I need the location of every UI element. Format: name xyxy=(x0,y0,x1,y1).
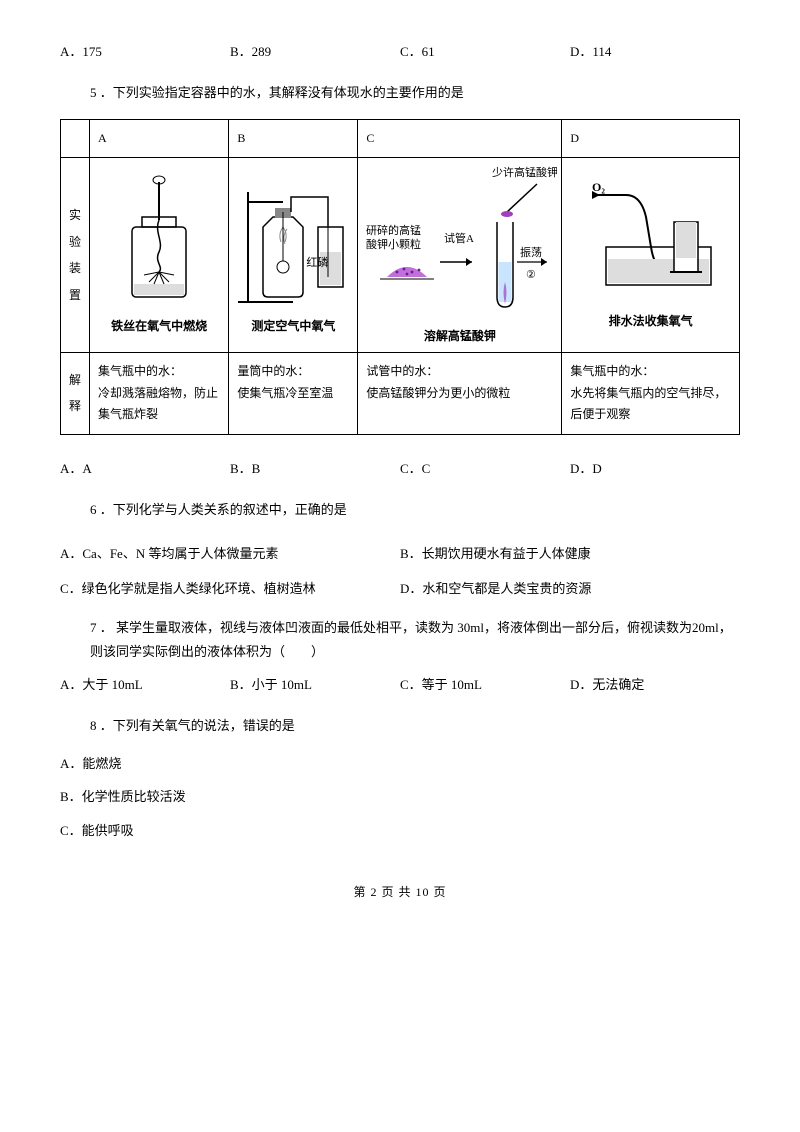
cell-b-caption: 测定空气中氧气 xyxy=(251,316,335,338)
q4-option-d: D．114 xyxy=(570,40,740,63)
q4-option-a: A．175 xyxy=(60,40,230,63)
q5-cell-d: O₂ 排水法收集氧气 xyxy=(562,158,740,353)
q5-device-row: 实验装置 xyxy=(61,158,740,353)
cell-b-redp-label: 红磷 xyxy=(302,254,332,274)
page-footer: 第 2 页 共 10 页 xyxy=(60,882,740,904)
q5-rowlabel-device: 实验装置 xyxy=(61,158,90,353)
svg-text:O₂: O₂ xyxy=(592,180,605,194)
q8-option-b: B．化学性质比较活泼 xyxy=(60,785,740,808)
svg-text:②: ② xyxy=(526,269,536,281)
q5-explain-row: 解释 集气瓶中的水： 冷却溅落融熔物，防止集气瓶炸裂 量筒中的水： 使集气瓶冷至… xyxy=(61,352,740,434)
cell-a-caption: 铁丝在氧气中燃烧 xyxy=(111,316,207,338)
explain-d: 集气瓶中的水： 水先将集气瓶内的空气排尽，后便于观察 xyxy=(562,352,740,434)
q8-text: 8 ．下列有关氧气的说法，错误的是 xyxy=(90,714,740,737)
q4-options: A．175 B．289 C．61 D．114 xyxy=(60,40,740,63)
explain-b-l2: 使集气瓶冷至室温 xyxy=(237,383,349,405)
measure-oxygen-icon xyxy=(233,172,353,312)
cell-c-caption: 溶解高锰酸钾 xyxy=(424,326,496,348)
svg-text:酸钾小颗粒: 酸钾小颗粒 xyxy=(366,237,421,251)
explain-b: 量筒中的水： 使集气瓶冷至室温 xyxy=(229,352,358,434)
q6-option-d: D．水和空气都是人类宝贵的资源 xyxy=(400,577,740,600)
explain-d-l1: 集气瓶中的水： xyxy=(570,361,731,383)
q8-option-c: C．能供呼吸 xyxy=(60,819,740,842)
q5-head-b: B xyxy=(229,119,358,158)
explain-c-l2: 使高锰酸钾分为更小的微粒 xyxy=(366,383,553,405)
q7-text: 7 ． 某学生量取液体，视线与液体凹液面的最低处相平，读数为 30ml，将液体倒… xyxy=(90,616,740,663)
q6-option-b: B．长期饮用硬水有益于人体健康 xyxy=(400,542,740,565)
q5-option-a: A．A xyxy=(60,457,230,480)
svg-text:研碎的高锰: 研碎的高锰 xyxy=(366,223,421,237)
q7-options: A．大于 10mL B．小于 10mL C．等于 10mL D．无法确定 xyxy=(60,673,740,696)
cell-d-caption: 排水法收集氧气 xyxy=(609,311,693,333)
explain-a-l1: 集气瓶中的水： xyxy=(98,361,220,383)
explain-b-l1: 量筒中的水： xyxy=(237,361,349,383)
q7-option-a: A．大于 10mL xyxy=(60,673,230,696)
q4-option-c: C．61 xyxy=(400,40,570,63)
explain-label-text: 解释 xyxy=(69,373,81,413)
q5-head-c: C xyxy=(358,119,562,158)
q5-header-row: A B C D xyxy=(61,119,740,158)
q6-text: 6 ．下列化学与人类关系的叙述中，正确的是 xyxy=(90,498,740,521)
q5-head-d: D xyxy=(562,119,740,158)
q5-option-c: C．C xyxy=(400,457,570,480)
q5-table: A B C D 实验装置 xyxy=(60,119,740,435)
q5-cell-c: 少许高锰酸钾粉末 研碎的高锰 酸钾小颗粒 试管A xyxy=(358,158,562,353)
svg-text:振荡: 振荡 xyxy=(520,245,542,259)
explain-a: 集气瓶中的水： 冷却溅落融熔物，防止集气瓶炸裂 xyxy=(90,352,229,434)
q6-option-a: A．Ca、Fe、N 等均属于人体微量元素 xyxy=(60,542,400,565)
q5-head-a: A xyxy=(90,119,229,158)
collect-o2-water-icon: O₂ xyxy=(586,177,716,307)
q5-text: 5 ．下列实验指定容器中的水，其解释没有体现水的主要作用的是 xyxy=(90,81,740,104)
q5-cell-b: 红磷 测定空气中氧气 xyxy=(229,158,358,353)
q4-option-b: B．289 xyxy=(230,40,400,63)
q7-option-c: C．等于 10mL xyxy=(400,673,570,696)
iron-wire-burning-icon xyxy=(114,172,204,312)
q5-option-b: B．B xyxy=(230,457,400,480)
q8-option-a: A．能燃烧 xyxy=(60,752,740,775)
q6-option-c: C．绿色化学就是指人类绿化环境、植树造林 xyxy=(60,577,400,600)
q5-option-d: D．D xyxy=(570,457,740,480)
svg-text:少许高锰酸钾粉末: 少许高锰酸钾粉末 xyxy=(492,165,557,179)
dissolve-kmno4-icon: 少许高锰酸钾粉末 研碎的高锰 酸钾小颗粒 试管A xyxy=(362,162,557,322)
svg-text:试管A: 试管A xyxy=(444,231,474,245)
explain-a-l2: 冷却溅落融熔物，防止集气瓶炸裂 xyxy=(98,383,220,426)
q5-rowlabel-explain: 解释 xyxy=(61,352,90,434)
device-label-text: 实验装置 xyxy=(69,208,81,301)
q5-cell-a: 铁丝在氧气中燃烧 xyxy=(90,158,229,353)
explain-d-l2: 水先将集气瓶内的空气排尽，后便于观察 xyxy=(570,383,731,426)
q7-option-b: B．小于 10mL xyxy=(230,673,400,696)
q5-options: A．A B．B C．C D．D xyxy=(60,457,740,480)
explain-c: 试管中的水： 使高锰酸钾分为更小的微粒 xyxy=(358,352,562,434)
explain-c-l1: 试管中的水： xyxy=(366,361,553,383)
q5-corner xyxy=(61,119,90,158)
q7-option-d: D．无法确定 xyxy=(570,673,740,696)
q6-options: A．Ca、Fe、N 等均属于人体微量元素 B．长期饮用硬水有益于人体健康 C．绿… xyxy=(60,536,740,607)
